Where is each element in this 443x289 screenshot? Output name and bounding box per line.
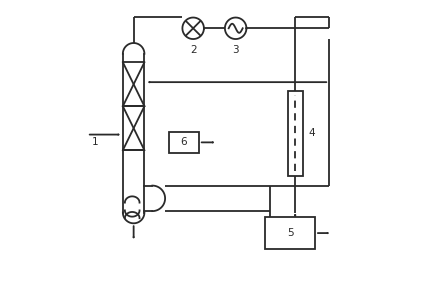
Bar — [169, 132, 199, 153]
Text: 6: 6 — [181, 137, 187, 147]
Bar — [288, 91, 303, 176]
Text: 5: 5 — [287, 228, 294, 238]
Text: 3: 3 — [233, 45, 239, 55]
Text: 4: 4 — [308, 128, 315, 138]
Text: 1: 1 — [92, 137, 99, 147]
Text: 2: 2 — [190, 45, 196, 55]
Bar — [265, 217, 315, 249]
